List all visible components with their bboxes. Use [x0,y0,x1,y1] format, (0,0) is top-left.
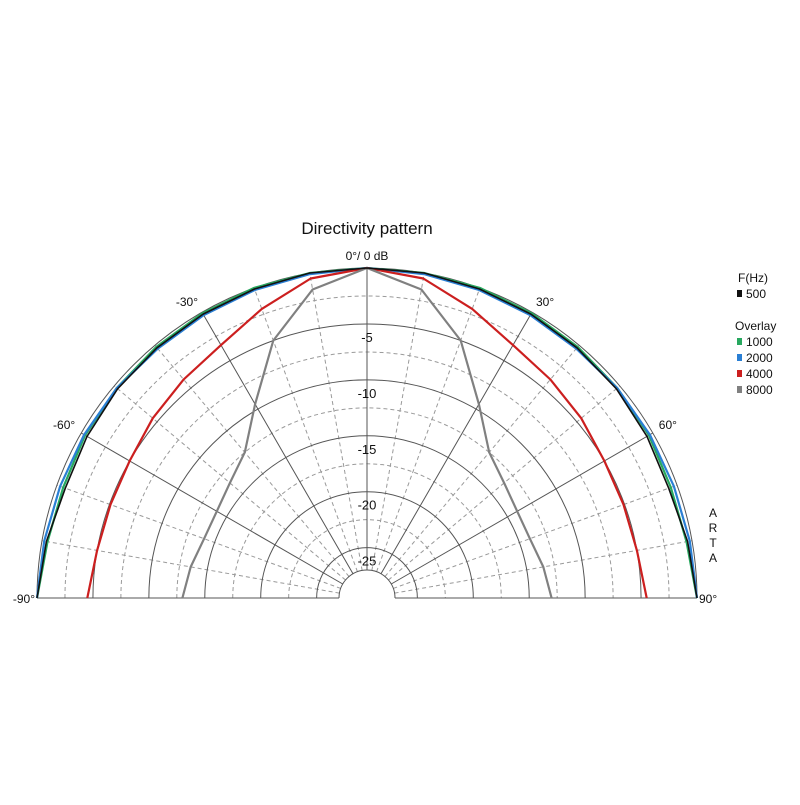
db-tick-label: -5 [361,330,373,345]
angle-label: 90° [699,592,717,606]
radial-line-major [390,432,654,585]
radial-line-major [201,311,354,575]
legend-item-1000: 1000 [746,335,773,349]
legend-swatch-8000 [737,386,742,393]
db-tick-label: -15 [358,442,377,457]
series-line-500 [36,267,698,599]
radial-line-minor [309,272,363,571]
radial-line-minor [154,344,350,577]
ring-minor [176,407,558,599]
watermark-letter: A [709,551,717,565]
watermark-letter: R [709,521,718,535]
legend-swatch-4000 [737,370,742,377]
angle-label: -30° [176,295,198,309]
radial-line-minor [56,484,341,589]
legend-item-4000: 4000 [746,367,773,381]
legend-swatch-1000 [737,338,742,345]
axis-labels: -5 -10 -15 -20 -25 0°/ 0 dB -30° 30° -60° 60° -90°… [13,249,718,606]
radial-line-minor [253,287,358,572]
angle-label: 60° [659,418,677,432]
radial-line-major [80,432,344,585]
db-tick-label: -25 [358,554,377,569]
angle-label: 0°/ 0 dB [346,249,389,263]
watermark-letter: A [709,506,717,520]
legend-item-2000: 2000 [746,351,773,365]
polar-grid [36,267,698,599]
legend-header: F(Hz) [738,271,768,285]
angle-label: -60° [53,418,75,432]
chart-title: Directivity pattern [301,219,432,238]
radial-line-minor [113,385,346,581]
legend-item-500: 500 [746,287,766,301]
legend-item-8000: 8000 [746,383,773,397]
legend-overlay-label: Overlay [735,319,776,333]
angle-label: 30° [536,295,554,309]
angle-label: -90° [13,592,35,606]
ring-minor [64,295,670,599]
db-tick-label: -10 [358,386,377,401]
legend: F(Hz) Overlay 500 1000 2000 4000 8000 [735,271,776,397]
db-tick-label: -20 [358,498,377,513]
legend-swatch-2000 [737,354,742,361]
legend-swatch-500 [737,290,742,297]
watermark-letter: T [709,536,717,550]
series-group [35,266,699,599]
radial-line-major [380,311,533,575]
